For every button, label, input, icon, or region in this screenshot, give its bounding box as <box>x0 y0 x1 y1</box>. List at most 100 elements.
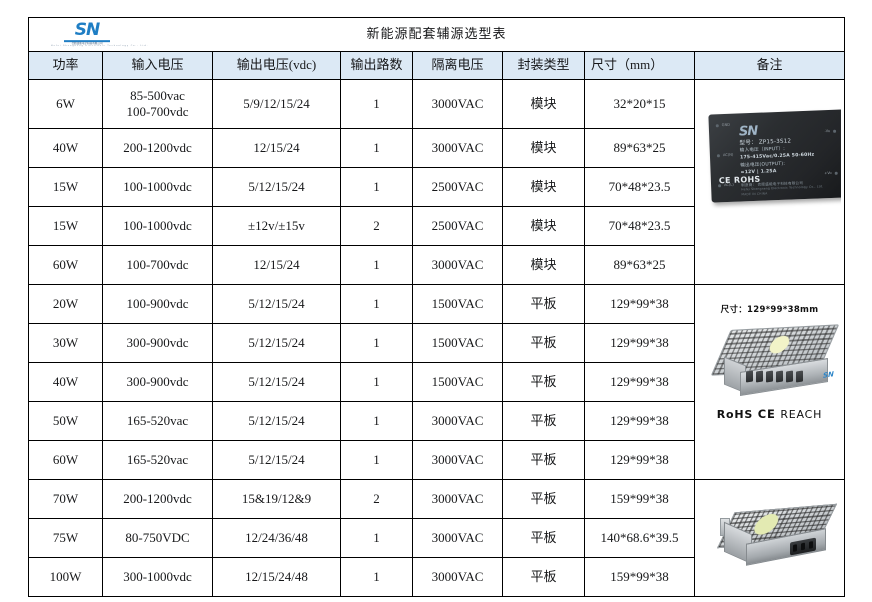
cell-output-voltage: 5/12/15/24 <box>212 401 341 441</box>
spec-table: SN 合肥盛能电子科技有限公司 Hefei Shengneng Electron… <box>27 17 846 597</box>
cell-power: 100W <box>28 557 103 597</box>
table-row: 40W 200-1200vdc 12/15/24 1 3000VAC 模块 89… <box>28 128 845 168</box>
terminal-4 <box>776 370 783 383</box>
table-row: 20W 100-900vdc 5/12/15/24 1 1500VAC 平板 1… <box>28 284 846 480</box>
cell-isolation: 1500VAC <box>412 284 503 324</box>
pin-acl-icon <box>718 184 722 188</box>
cell-isolation: 3000VAC <box>412 401 503 441</box>
cell-input-voltage-line2: 100-700vdc <box>126 104 189 119</box>
column-header-package: 封装类型 <box>502 51 585 80</box>
logo-subtitle-en: Hefei Shengneng Electronic Technology Co… <box>51 45 149 48</box>
cell-output-ways: 2 <box>340 479 413 519</box>
flat-psu-brand-mark: SN <box>823 370 834 380</box>
column-header-output-voltage: 输出电压(vdc) <box>212 51 341 80</box>
column-header-output-ways: 输出路数 <box>340 51 413 80</box>
flat-psu-photo: 尺寸：129*99*38mm SN <box>698 285 842 479</box>
cell-input-voltage: 80-750VDC <box>102 518 213 558</box>
cell-package: 平板 <box>502 440 585 480</box>
cell-size: 89*63*25 <box>584 128 695 168</box>
cell-isolation: 3000VAC <box>412 245 503 285</box>
cell-output-ways: 1 <box>340 323 413 363</box>
cell-output-voltage: 12/15/24 <box>212 245 341 285</box>
cell-power: 6W <box>28 79 103 129</box>
table-row: 60W 165-520vac 5/12/15/24 1 3000VAC 平板 1… <box>28 440 845 480</box>
cell-power: 50W <box>28 401 103 441</box>
cell-input-voltage: 165-520vac <box>102 401 213 441</box>
cell-package: 模块 <box>502 245 585 285</box>
logo-subtitle-cn: 合肥盛能电子科技有限公司 <box>71 41 103 45</box>
cell-isolation: 2500VAC <box>412 206 503 246</box>
logo-underline <box>64 39 110 42</box>
cell-output-voltage: 12/24/36/48 <box>212 518 341 558</box>
document-title-cell: SN 合肥盛能电子科技有限公司 Hefei Shengneng Electron… <box>27 17 846 52</box>
socket-pin-3 <box>809 541 813 549</box>
flat-psu-dimension-caption: 尺寸：129*99*38mm <box>720 305 819 315</box>
remark-cell-flat: 尺寸：129*99*38mm SN <box>693 284 846 480</box>
cell-input-voltage: 100-1000vdc <box>102 206 213 246</box>
company-logo: SN 合肥盛能电子科技有限公司 Hefei Shengneng Electron… <box>51 21 149 48</box>
table-row: 15W 100-1000vdc ±12v/±15v 2 2500VAC 模块 7… <box>28 206 845 246</box>
certification-line: RoHS CE REACH <box>698 407 841 422</box>
slim-psu-photo <box>698 480 842 596</box>
table-row: 6W 85-500vac 100-700vdc 5/9/12/15/24 1 3… <box>28 79 846 285</box>
cell-package: 平板 <box>502 479 585 519</box>
cell-size: 129*99*38 <box>584 323 695 363</box>
column-header-size: 尺寸（mm） <box>584 51 695 80</box>
table-row: 30W 300-900vdc 5/12/15/24 1 1500VAC 平板 1… <box>28 323 845 363</box>
cell-output-voltage: 5/12/15/24 <box>212 323 341 363</box>
cell-output-voltage: ±12v/±15v <box>212 206 341 246</box>
cell-power: 60W <box>28 440 103 480</box>
pin-vo-neg-icon <box>833 129 837 133</box>
cell-size: 70*48*23.5 <box>584 206 695 246</box>
column-header-input-voltage: 输入电压 <box>102 51 213 80</box>
socket-pin-1 <box>793 544 797 552</box>
module-input-value: 175-415Vac/0.25A 50-60Hz <box>739 152 815 161</box>
cell-input-voltage: 165-520vac <box>102 440 213 480</box>
cell-input-voltage: 100-700vdc <box>102 245 213 285</box>
reach-icon: REACH <box>780 408 823 421</box>
cell-output-ways: 1 <box>340 557 413 597</box>
remark-cell-slim <box>693 479 846 597</box>
table-row: 15W 100-1000vdc 5/12/15/24 1 2500VAC 模块 … <box>28 167 845 207</box>
cell-output-voltage: 5/12/15/24 <box>212 362 341 402</box>
pin-label-acn: AC(N) <box>722 152 734 158</box>
column-header-isolation: 隔离电压 <box>412 51 503 80</box>
module-made-in-text: MADE IN CHINA <box>741 191 768 197</box>
pin-acn-icon <box>716 154 721 158</box>
cell-output-ways: 1 <box>340 401 413 441</box>
cell-power: 30W <box>28 323 103 363</box>
cell-isolation: 1500VAC <box>412 323 503 363</box>
cell-output-voltage: 5/12/15/24 <box>212 440 341 480</box>
cell-output-voltage: 5/9/12/15/24 <box>212 79 341 129</box>
cell-input-voltage: 85-500vac 100-700vdc <box>102 79 213 129</box>
cell-power: 20W <box>28 284 103 324</box>
cell-input-voltage: 200-1200vdc <box>102 128 213 168</box>
cell-isolation: 3000VAC <box>412 440 503 480</box>
cell-isolation: 1500VAC <box>412 362 503 402</box>
slim-psu-image <box>716 502 840 574</box>
module-brand-mark: SN <box>738 123 758 140</box>
cell-package: 平板 <box>502 518 585 558</box>
cell-output-voltage: 5/12/15/24 <box>212 284 341 324</box>
pin-label-vo-neg: -Vo <box>824 128 831 134</box>
cell-input-voltage-line1: 85-500vac <box>130 87 185 103</box>
cell-package: 平板 <box>502 284 585 324</box>
column-header-row: 功率 输入电压 输出电压(vdc) 输出路数 隔离电压 封装类型 尺寸（mm） … <box>28 51 846 80</box>
cell-input-voltage: 100-900vdc <box>102 284 213 324</box>
remark-cell-module: SN 型号： ZP15-3S12 输入电压（INPUT）: 175-415Vac… <box>693 79 846 285</box>
cell-power: 40W <box>28 362 103 402</box>
cell-isolation: 3000VAC <box>412 79 503 129</box>
cell-package: 平板 <box>502 557 585 597</box>
cell-package: 模块 <box>502 206 585 246</box>
cell-isolation: 3000VAC <box>412 557 503 597</box>
ac-dc-module-image: SN 型号： ZP15-3S12 输入电压（INPUT）: 175-415Vac… <box>708 109 842 203</box>
cell-input-voltage: 100-1000vdc <box>102 167 213 207</box>
table-body: 6W 85-500vac 100-700vdc 5/9/12/15/24 1 3… <box>28 79 846 597</box>
cell-output-voltage: 12/15/24 <box>212 128 341 168</box>
table-row: 70W 200-1200vdc 15&19/12&9 2 3000VAC 平板 … <box>28 479 846 597</box>
cell-output-ways: 1 <box>340 362 413 402</box>
cell-size: 32*20*15 <box>584 79 695 129</box>
terminal-5 <box>786 370 793 383</box>
cell-isolation: 3000VAC <box>412 479 503 519</box>
